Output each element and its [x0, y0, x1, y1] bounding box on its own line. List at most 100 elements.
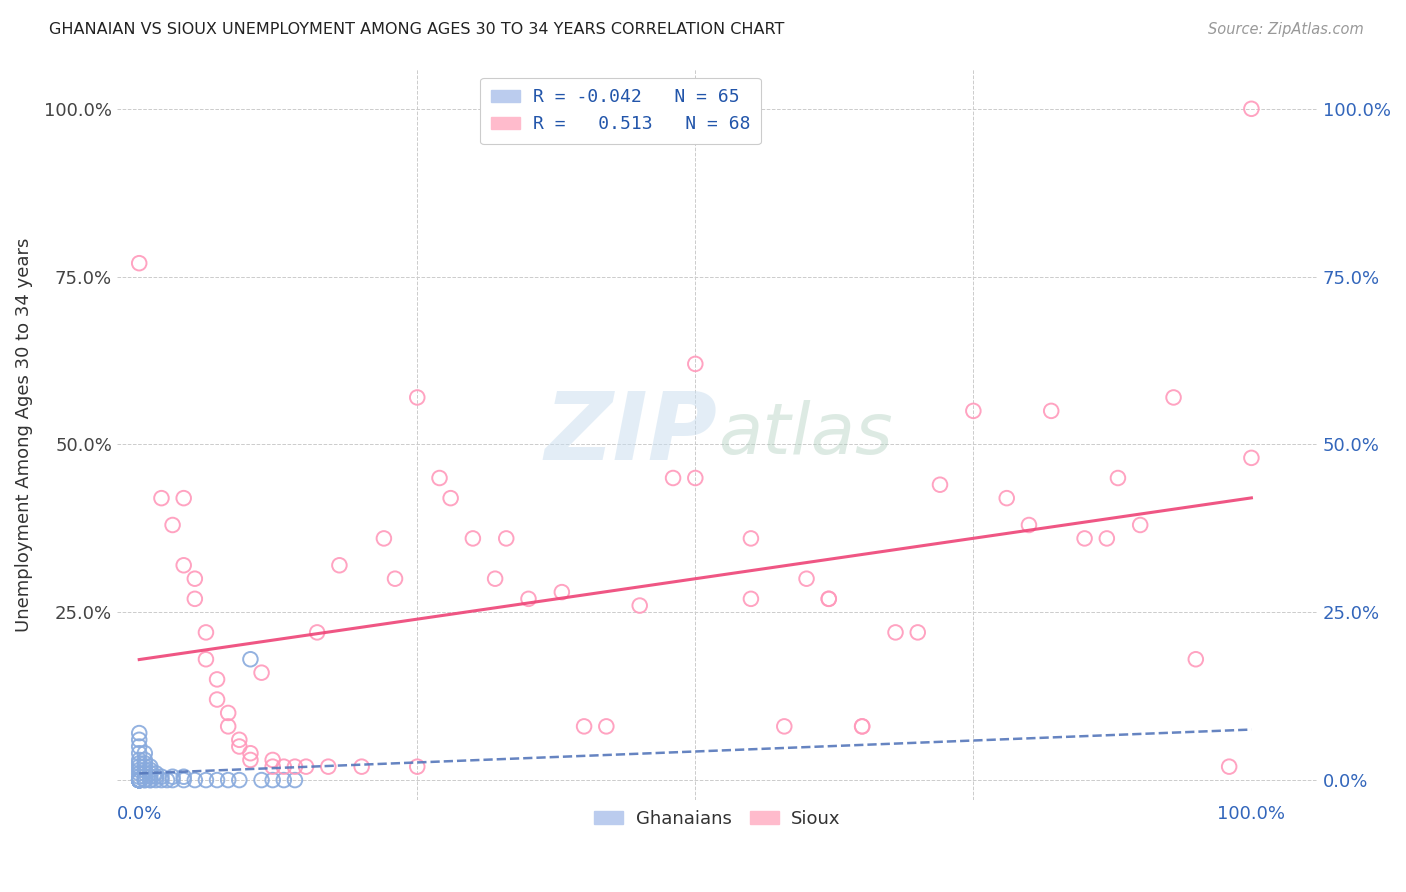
Point [162, 773, 184, 788]
Point [128, 726, 150, 740]
Point [139, 773, 162, 788]
Point [128, 753, 150, 767]
Point [262, 753, 284, 767]
Point [461, 532, 484, 546]
Point [217, 719, 239, 733]
Point [228, 773, 250, 788]
Point [551, 585, 574, 599]
Point [884, 625, 907, 640]
Point [184, 773, 207, 788]
Point [173, 773, 195, 788]
Point [295, 759, 318, 773]
Text: Source: ZipAtlas.com: Source: ZipAtlas.com [1208, 22, 1364, 37]
Point [1095, 532, 1118, 546]
Point [796, 572, 818, 586]
Point [128, 773, 150, 788]
Point [128, 773, 150, 788]
Point [517, 591, 540, 606]
Point [406, 759, 429, 773]
Point [139, 763, 162, 777]
Point [128, 759, 150, 773]
Point [184, 572, 207, 586]
Point [284, 773, 307, 788]
Point [851, 719, 873, 733]
Point [907, 625, 929, 640]
Point [929, 477, 952, 491]
Point [250, 665, 273, 680]
Point [128, 756, 150, 771]
Point [128, 746, 150, 760]
Point [128, 770, 150, 784]
Point [572, 719, 595, 733]
Point [128, 773, 150, 788]
Text: atlas: atlas [717, 400, 893, 469]
Point [1040, 404, 1063, 418]
Point [284, 759, 307, 773]
Point [406, 391, 429, 405]
Point [205, 692, 228, 706]
Point [239, 652, 262, 666]
Point [1184, 652, 1206, 666]
Point [128, 773, 150, 788]
Point [128, 739, 150, 754]
Point [134, 773, 156, 788]
Point [851, 719, 873, 733]
Point [139, 759, 162, 773]
Point [1240, 102, 1263, 116]
Point [685, 471, 707, 485]
Point [139, 766, 162, 780]
Point [128, 773, 150, 788]
Point [194, 625, 217, 640]
Point [150, 770, 173, 784]
Point [134, 766, 156, 780]
Point [662, 471, 685, 485]
Point [145, 770, 167, 784]
Point [128, 773, 150, 788]
Point [128, 773, 150, 788]
Text: GHANAIAN VS SIOUX UNEMPLOYMENT AMONG AGES 30 TO 34 YEARS CORRELATION CHART: GHANAIAN VS SIOUX UNEMPLOYMENT AMONG AGE… [49, 22, 785, 37]
Point [384, 572, 406, 586]
Point [139, 770, 162, 784]
Point [128, 773, 150, 788]
Point [139, 773, 162, 788]
Point [134, 773, 156, 788]
Point [194, 773, 217, 788]
Point [740, 591, 762, 606]
Point [128, 773, 150, 788]
Point [273, 759, 295, 773]
Point [184, 591, 207, 606]
Point [1218, 759, 1240, 773]
Point [128, 773, 150, 788]
Point [205, 673, 228, 687]
Point [484, 572, 506, 586]
Point [429, 471, 451, 485]
Point [128, 773, 150, 788]
Point [162, 518, 184, 533]
Point [239, 746, 262, 760]
Point [262, 759, 284, 773]
Point [128, 763, 150, 777]
Point [128, 732, 150, 747]
Point [134, 770, 156, 784]
Point [162, 770, 184, 784]
Point [128, 773, 150, 788]
Point [773, 719, 796, 733]
Point [1163, 391, 1185, 405]
Point [134, 756, 156, 771]
Point [1018, 518, 1040, 533]
Point [173, 770, 195, 784]
Point [440, 491, 463, 505]
Point [740, 532, 762, 546]
Point [128, 773, 150, 788]
Point [1073, 532, 1095, 546]
Point [595, 719, 617, 733]
Point [373, 532, 395, 546]
Point [817, 591, 839, 606]
Point [217, 773, 239, 788]
Point [228, 739, 250, 754]
Point [134, 763, 156, 777]
Point [194, 652, 217, 666]
Point [150, 773, 173, 788]
Point [128, 773, 150, 788]
Point [134, 759, 156, 773]
